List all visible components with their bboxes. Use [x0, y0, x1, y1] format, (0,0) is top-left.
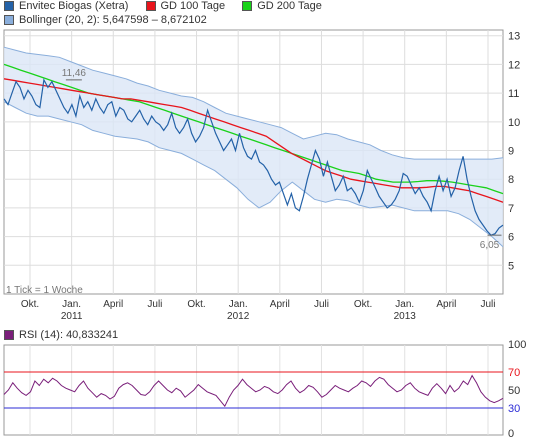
y-tick-label: 12 [508, 59, 520, 71]
x-tick-label: Jan. [229, 299, 248, 310]
rsi-swatch-icon [4, 330, 14, 340]
rsi-tick-label: 0 [508, 428, 514, 438]
annotation-label: 6,05 [480, 240, 500, 251]
legend-item-price: Envitec Biogas (Xetra) [4, 0, 128, 12]
y-tick-label: 6 [508, 232, 514, 244]
legend-item-gd200: GD 200 Tage [242, 0, 322, 12]
legend-label-rsi: RSI (14): 40,833241 [19, 329, 119, 341]
tick-note: 1 Tick = 1 Woche [6, 285, 83, 296]
rsi-legend: RSI (14): 40,833241 [4, 329, 118, 343]
rsi-chart: 0 30 50 70 100 [3, 339, 526, 438]
legend-label-gd200: GD 200 Tage [257, 0, 322, 12]
y-tick-label: 11 [508, 88, 519, 100]
gd200-swatch-icon [242, 1, 253, 11]
x-tick-label: Okt. [21, 299, 39, 310]
annotation-label: 11,46 [62, 68, 87, 79]
x-tick-label: Jan. [395, 299, 414, 310]
chart-legend-bollinger: Bollinger (20, 2): 5,647598 – 8,672102 [4, 14, 221, 28]
legend-item-gd100: GD 100 Tage [145, 0, 226, 12]
x-tick-label: 2013 [394, 311, 417, 322]
x-tick-label: Juli [147, 299, 162, 310]
x-tick-label: April [270, 299, 290, 310]
x-tick-label: 2012 [227, 311, 250, 322]
rsi-line [3, 374, 504, 408]
bollinger-band [3, 46, 504, 248]
y-tick-label: 9 [508, 146, 514, 158]
x-tick-label: Juli [480, 299, 495, 310]
x-tick-label: Okt. [354, 299, 372, 310]
x-tick-label: Jan. [62, 299, 81, 310]
y-tick-label: 7 [508, 203, 514, 215]
rsi-tick-label: 100 [508, 339, 526, 351]
x-tick-label: Okt. [187, 299, 205, 310]
y-tick-label: 5 [508, 260, 514, 272]
annotations: 11,46 6,05 [62, 68, 502, 251]
bollinger-fill [4, 47, 503, 247]
bollinger-swatch-icon [4, 15, 14, 25]
legend-item-bollinger: Bollinger (20, 2): 5,647598 – 8,672102 [4, 14, 207, 26]
x-tick-label: 2011 [61, 311, 83, 322]
price-swatch-icon [4, 1, 14, 11]
price-series [3, 63, 504, 236]
rsi-series [3, 374, 504, 408]
rsi-tick-label: 70 [508, 367, 520, 379]
y-tick-label: 8 [508, 174, 514, 186]
legend-label-gd100: GD 100 Tage [160, 0, 226, 12]
y-tick-labels: 5 6 7 8 9 10 11 12 13 [508, 31, 520, 273]
rsi-tick-label: 30 [508, 403, 520, 415]
chart-legend: Envitec Biogas (Xetra) GD 100 Tage GD 20… [4, 0, 336, 14]
gd100-swatch-icon [145, 1, 156, 11]
price-line [3, 78, 504, 236]
rsi-tick-labels: 0 30 50 70 100 [508, 339, 526, 438]
rsi-tick-label: 50 [508, 385, 520, 397]
y-tick-label: 10 [508, 117, 520, 129]
x-tick-label: April [103, 299, 123, 310]
y-tick-label: 13 [508, 31, 520, 43]
x-tick-label: Juli [314, 299, 329, 310]
bollinger-upper-line [3, 46, 504, 160]
legend-label-price: Envitec Biogas (Xetra) [19, 0, 129, 12]
bollinger-lower-line [3, 101, 504, 248]
legend-label-bollinger: Bollinger (20, 2): 5,647598 – 8,672102 [19, 14, 207, 26]
x-tick-label: April [436, 299, 456, 310]
